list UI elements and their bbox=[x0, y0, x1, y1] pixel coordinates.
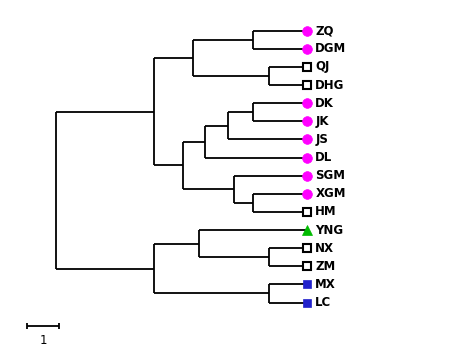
Text: 1: 1 bbox=[39, 334, 47, 347]
Text: ZQ: ZQ bbox=[315, 24, 334, 37]
Text: HM: HM bbox=[315, 205, 337, 219]
Text: ZM: ZM bbox=[315, 260, 336, 273]
Text: LC: LC bbox=[315, 296, 331, 309]
Text: JK: JK bbox=[315, 115, 329, 128]
Text: NX: NX bbox=[315, 242, 334, 255]
Text: JS: JS bbox=[315, 133, 328, 146]
Text: DL: DL bbox=[315, 151, 333, 164]
Text: DHG: DHG bbox=[315, 79, 345, 91]
Text: YNG: YNG bbox=[315, 223, 344, 237]
Text: SGM: SGM bbox=[315, 169, 345, 182]
Text: MX: MX bbox=[315, 278, 336, 291]
Text: DK: DK bbox=[315, 97, 334, 110]
Text: DGM: DGM bbox=[315, 42, 346, 55]
Text: QJ: QJ bbox=[315, 60, 330, 73]
Text: XGM: XGM bbox=[315, 187, 346, 200]
